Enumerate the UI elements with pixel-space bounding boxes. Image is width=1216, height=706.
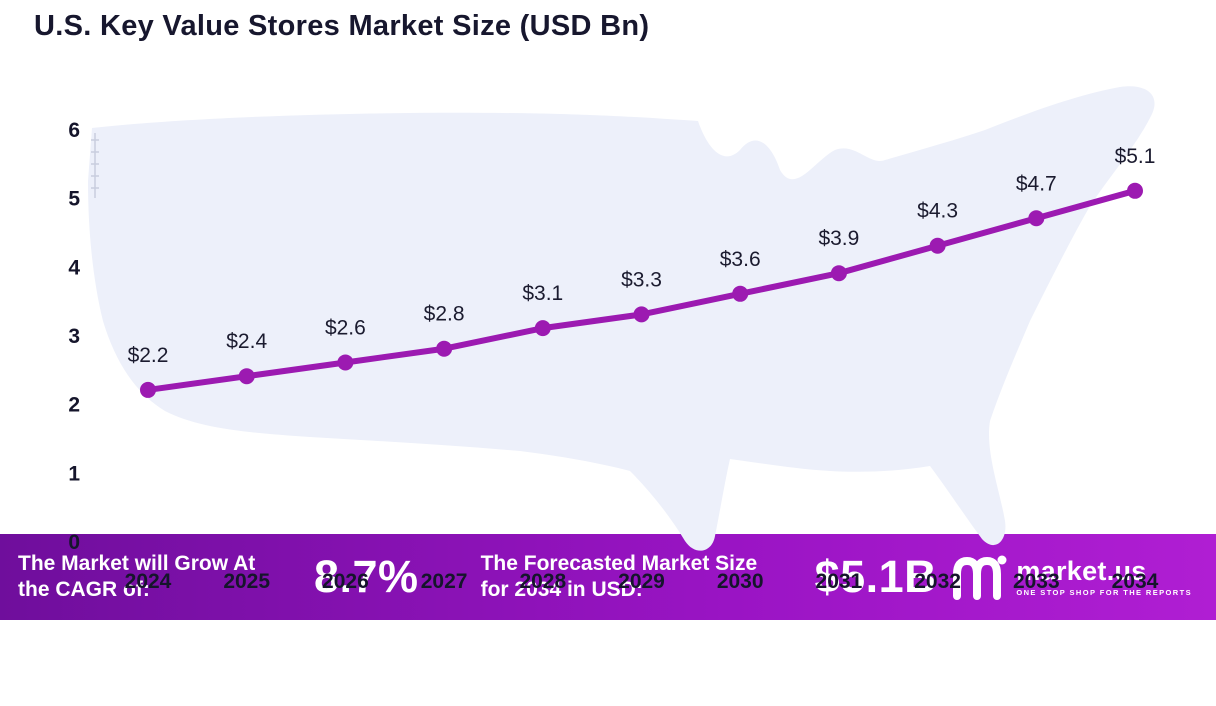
bottom-banner: The Market will Grow At the CAGR of: 8.7… (0, 534, 1216, 620)
marketus-logo-text: market.us ONE STOP SHOP FOR THE REPORTS (1016, 555, 1192, 597)
data-point-label: $5.1 (1115, 145, 1156, 168)
x-axis-tick-label: 2030 (717, 570, 764, 593)
data-point-label: $2.6 (325, 316, 366, 339)
chart-area: U.S. Key Value Stores Market Size (USD B… (0, 10, 1216, 620)
x-axis-tick-label: 2033 (1013, 570, 1060, 593)
data-point-label: $3.6 (720, 248, 761, 271)
data-point-marker (140, 381, 156, 398)
x-axis-tick-label: 2027 (421, 570, 468, 593)
data-point-label: $2.8 (424, 303, 465, 326)
y-axis-tick-label: 2 (68, 394, 80, 417)
x-axis-tick-label: 2031 (816, 570, 863, 593)
data-point-marker (1127, 182, 1143, 199)
market-size-line-chart: 0 1 2 3 4 5 6 2024 2025 2026 2027 2028 2029 2030 2031 2… (68, 86, 1159, 593)
x-axis-tick-label: 2032 (914, 570, 961, 593)
x-axis-tick-label: 2028 (519, 570, 566, 593)
data-point-marker (732, 285, 749, 302)
data-point-label: $4.7 (1016, 172, 1057, 195)
data-point-marker (534, 320, 551, 337)
x-axis-tick-label: 2024 (125, 570, 172, 593)
cagr-label: The Market will Grow At the CAGR of: (18, 551, 256, 601)
data-point-label: $3.1 (522, 282, 563, 305)
logo-name: market.us (1016, 555, 1147, 586)
marketus-logo-icon (953, 555, 1007, 600)
y-axis-tick-label: 0 (68, 531, 80, 554)
y-axis-minor-ticks (91, 133, 99, 198)
y-axis-tick-label: 6 (68, 119, 80, 142)
forecast-value: $5.1B (814, 551, 938, 602)
data-point-label: $3.9 (818, 227, 859, 250)
x-axis-tick-label: 2034 (1112, 570, 1159, 593)
data-point-marker (830, 265, 847, 282)
x-axis-tick-label: 2029 (618, 570, 665, 593)
marketus-logo: market.us ONE STOP SHOP FOR THE REPORTS (949, 552, 1192, 602)
cagr-value: 8.7% (314, 551, 419, 602)
data-point-marker (1028, 210, 1045, 227)
y-axis-tick-label: 1 (68, 462, 80, 485)
data-point-label: $4.3 (917, 200, 958, 223)
logo-tagline: ONE STOP SHOP FOR THE REPORTS (1016, 587, 1192, 597)
data-point-marker (337, 354, 354, 371)
y-axis-tick-label: 3 (68, 325, 80, 348)
data-point-marker (929, 237, 946, 254)
data-point-label: $2.4 (226, 330, 267, 353)
data-point-marker (436, 340, 453, 357)
forecast-label: The Forecasted Market Size for 2034 in U… (480, 551, 758, 601)
data-point-marker (238, 368, 255, 385)
data-point-marker (633, 306, 650, 323)
x-axis-tick-label: 2025 (223, 570, 270, 593)
x-axis-tick-label: 2026 (322, 570, 369, 593)
data-point-label: $2.2 (128, 344, 169, 367)
chart-title: U.S. Key Value Stores Market Size (USD B… (34, 10, 650, 42)
data-point-label: $3.3 (621, 268, 662, 291)
y-axis-tick-label: 5 (68, 188, 80, 211)
y-axis-tick-label: 4 (68, 256, 80, 279)
